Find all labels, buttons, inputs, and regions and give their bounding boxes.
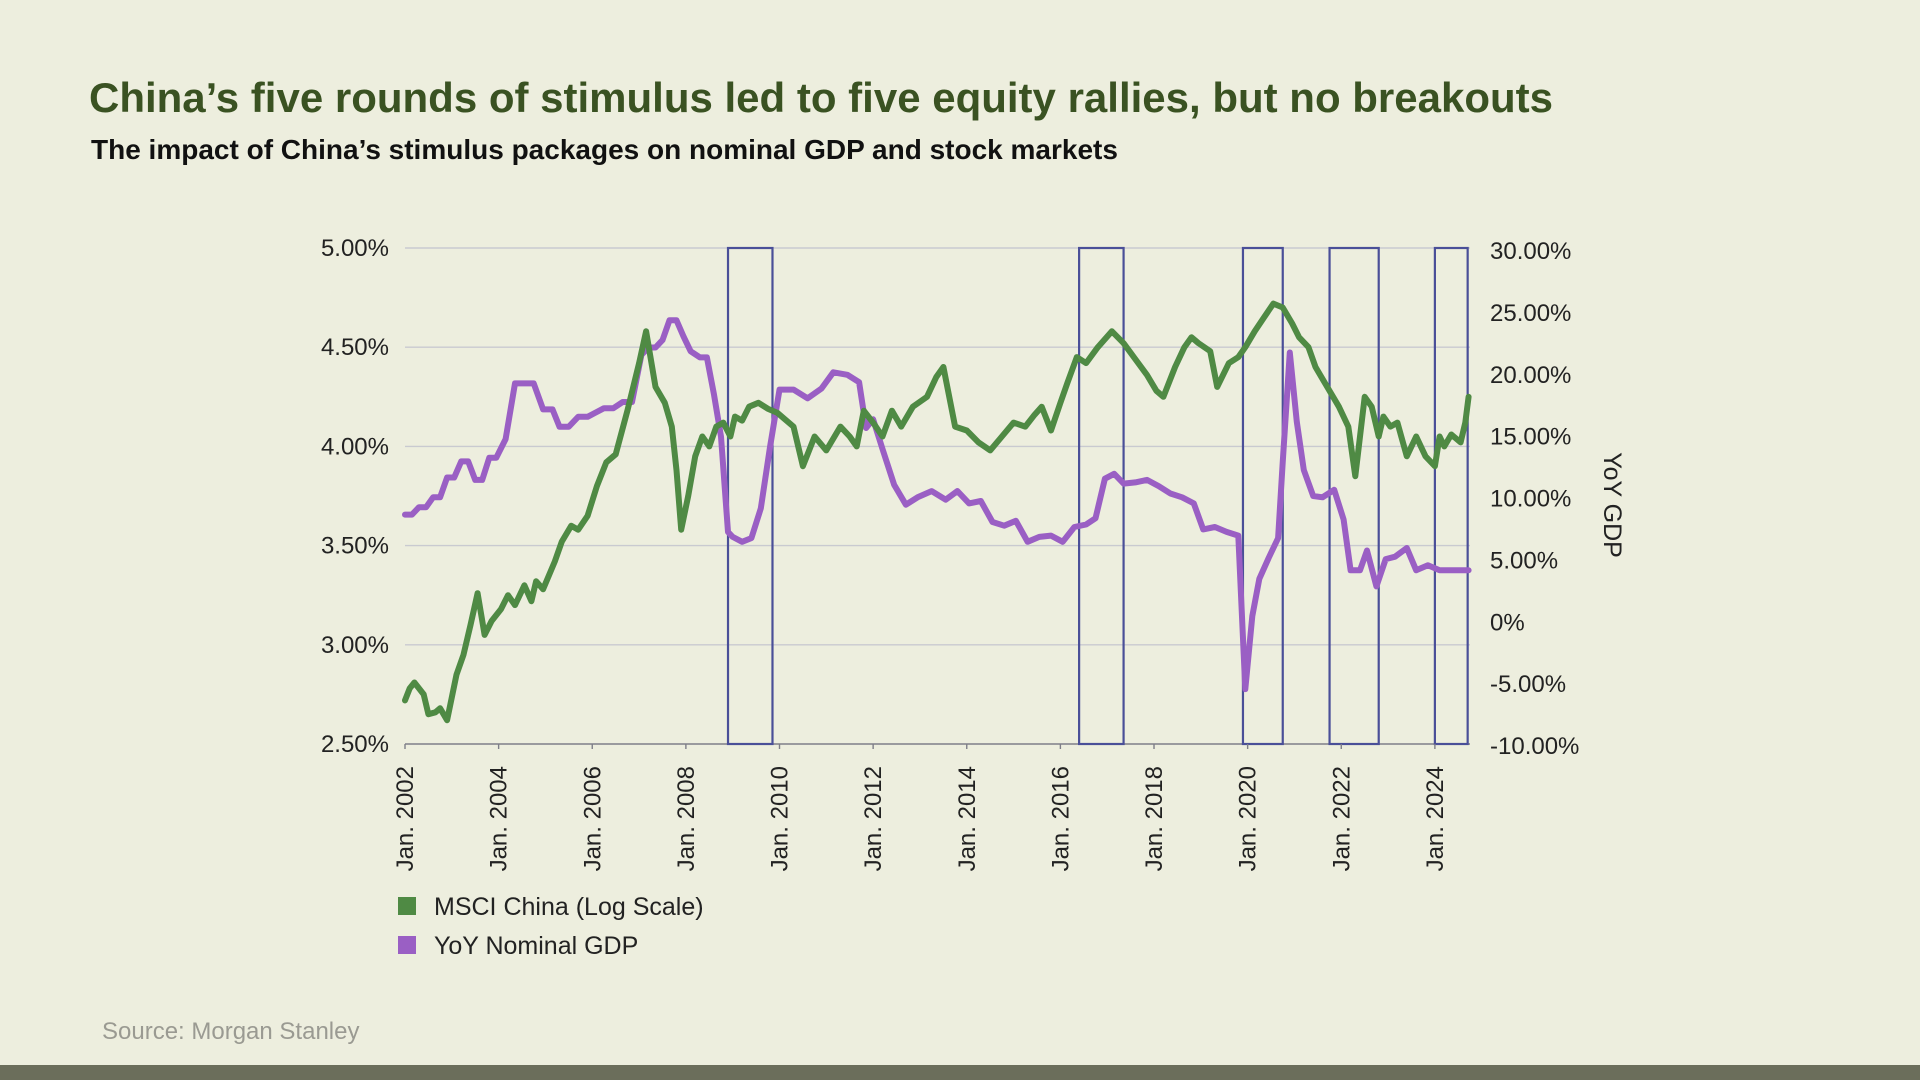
chart-title: China’s five rounds of stimulus led to f… (89, 74, 1554, 121)
right-axis-tick-label: 25.00% (1490, 300, 1571, 327)
right-axis-tick-label: -5.00% (1490, 671, 1566, 698)
right-axis-title: YoY GDP (1598, 452, 1626, 558)
x-axis-tick-label: Jan. 2020 (1235, 766, 1262, 871)
right-axis-tick-label: 15.00% (1490, 424, 1571, 451)
footer-bar (0, 1065, 1920, 1080)
right-axis-tick-label: 10.00% (1490, 486, 1571, 513)
x-axis-ticks: Jan. 2002 Jan. 2004 Jan. 2006 Jan. 2008 Jan.… (392, 744, 1449, 871)
left-axis-ticks: 2.50% 3.00% 3.50% 4.00% 4.50% 5.00% (321, 235, 389, 758)
chart-subtitle: The impact of China’s stimulus packages … (91, 134, 1118, 165)
msci-china-line (402, 300, 1472, 724)
stimulus-boxes (726, 246, 1469, 746)
right-axis-tick-label: -10.00% (1490, 733, 1579, 760)
left-axis-tick-label: 2.50% (321, 731, 389, 758)
left-axis-tick-label: 4.50% (321, 334, 389, 361)
nominal-gdp-line (402, 317, 1472, 693)
right-axis-tick-label: 20.00% (1490, 362, 1571, 389)
right-axis-tick-label: 5.00% (1490, 547, 1558, 574)
x-axis-tick-label: Jan. 2022 (1328, 766, 1355, 871)
x-axis-tick-label: Jan. 2004 (486, 766, 513, 871)
x-axis-tick-label: Jan. 2002 (392, 766, 419, 871)
legend-label-gdp: YoY Nominal GDP (434, 932, 638, 960)
legend-label-msci: MSCI China (Log Scale) (434, 893, 704, 921)
left-axis-tick-label: 5.00% (321, 235, 389, 262)
stimulus-period-box (726, 246, 774, 746)
x-axis-tick-label: Jan. 2006 (579, 766, 606, 871)
x-axis-tick-label: Jan. 2024 (1422, 766, 1449, 871)
right-axis-tick-label: 0% (1490, 609, 1525, 636)
left-axis-tick-label: 4.00% (321, 433, 389, 460)
legend-swatch-gdp (398, 936, 416, 954)
x-axis-tick-label: Jan. 2008 (673, 766, 700, 871)
left-axis-tick-label: 3.50% (321, 533, 389, 560)
x-axis-tick-label: Jan. 2012 (860, 766, 887, 871)
x-axis-tick-label: Jan. 2016 (1047, 766, 1074, 871)
x-axis-tick-label: Jan. 2014 (954, 766, 981, 871)
left-axis-tick-label: 3.00% (321, 632, 389, 659)
x-axis-tick-label: Jan. 2018 (1141, 766, 1168, 871)
legend: MSCI China (Log Scale) YoY Nominal GDP (398, 893, 704, 960)
right-axis-ticks: -10.00% -5.00% 0% 5.00% 10.00% 15.00% 20.00% 25… (1490, 238, 1579, 760)
stimulus-period-box (1078, 246, 1125, 746)
source-note: Source: Morgan Stanley (102, 1018, 360, 1045)
legend-swatch-msci (398, 897, 416, 915)
gridlines (405, 247, 1470, 745)
right-axis-tick-label: 30.00% (1490, 238, 1571, 265)
x-axis-tick-label: Jan. 2010 (767, 766, 794, 871)
series-layer (402, 300, 1472, 724)
stimulus-period-box (1433, 246, 1469, 746)
